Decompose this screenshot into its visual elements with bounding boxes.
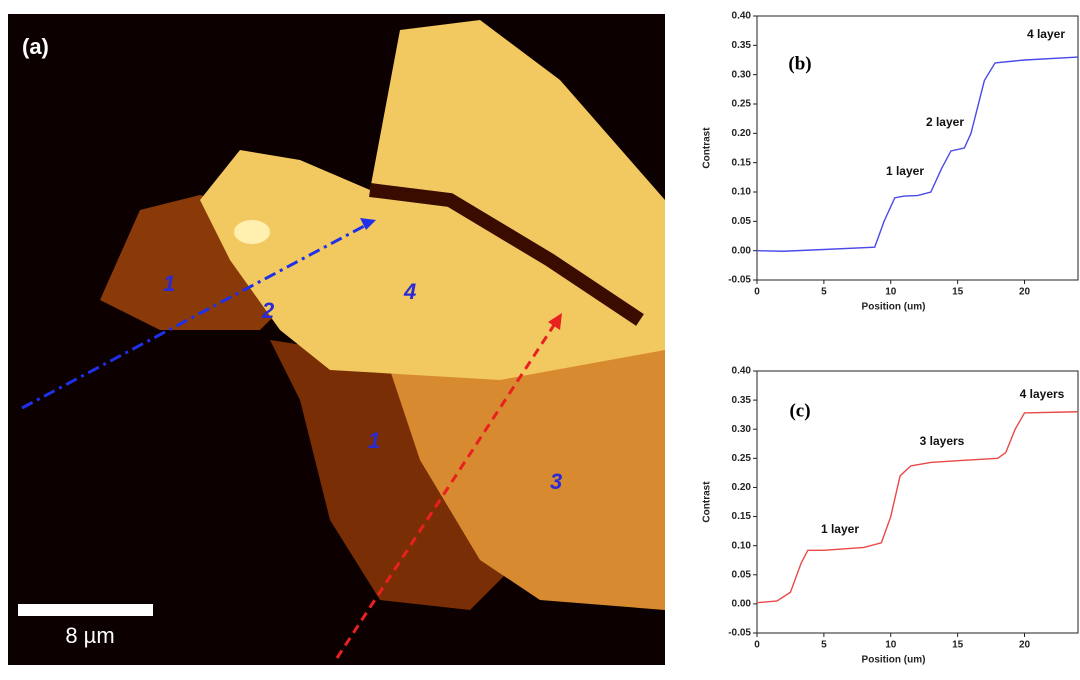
panel-label: (b) [788, 53, 811, 74]
y-tick-label: 0.00 [732, 245, 752, 256]
y-tick-label: 0.05 [732, 216, 752, 227]
annotation: 3 layers [920, 434, 965, 448]
annotation: 4 layers [1020, 387, 1065, 401]
region-label: 3 [550, 469, 562, 494]
data-line [757, 57, 1078, 251]
panel-label: (c) [789, 400, 810, 421]
data-line [757, 412, 1078, 603]
y-axis-label: Contrast [702, 481, 713, 523]
y-tick-label: 0.25 [732, 99, 752, 110]
x-tick-label: 15 [952, 287, 964, 298]
y-tick-label: 0.05 [732, 569, 752, 580]
y-tick-label: 0.35 [732, 40, 752, 51]
region-label: 1 [163, 271, 175, 296]
y-tick-label: 0.00 [732, 599, 752, 610]
annotation: 4 layer [1027, 27, 1065, 41]
figure: (a) 1 2 4 1 3 8 µm -0.05 0.00 0.05 0.10 0.15… [0, 0, 1080, 680]
y-tick-label: 0.35 [732, 395, 752, 406]
annotation: 1 layer [886, 164, 924, 178]
x-tick-label: 5 [821, 640, 827, 651]
x-tick-label: 20 [1019, 287, 1031, 298]
y-tick-label: 0.10 [732, 540, 752, 551]
x-tick-label: 10 [885, 640, 897, 651]
x-tick-label: 15 [952, 640, 964, 651]
x-tick-label: 20 [1019, 640, 1031, 651]
panel-label: (a) [22, 34, 49, 59]
y-tick-label: 0.20 [732, 482, 752, 493]
x-axis-label: Position (um) [862, 655, 926, 666]
region-label: 1 [368, 428, 380, 453]
annotation: 2 layer [926, 115, 964, 129]
x-axis-label: Position (um) [862, 302, 926, 313]
x-tick-label: 0 [754, 287, 760, 298]
y-tick-label: 0.40 [732, 11, 752, 22]
x-tick-label: 5 [821, 287, 827, 298]
x-tick-label: 10 [885, 287, 897, 298]
scale-bar-label: 8 µm [65, 623, 114, 648]
annotation: 1 layer [821, 522, 859, 536]
y-tick-label: 0.15 [732, 511, 752, 522]
y-tick-label: 0.40 [732, 366, 752, 377]
y-axis-label: Contrast [702, 127, 713, 169]
y-tick-label: -0.05 [728, 628, 751, 639]
x-tick-label: 0 [754, 640, 760, 651]
y-tick-label: 0.30 [732, 69, 752, 80]
y-tick-label: 0.25 [732, 453, 752, 464]
y-tick-label: -0.05 [728, 275, 751, 286]
region-label: 2 [261, 298, 275, 323]
micrograph [8, 14, 665, 665]
region-label: 4 [403, 279, 416, 304]
y-tick-label: 0.10 [732, 187, 752, 198]
y-tick-label: 0.20 [732, 128, 752, 139]
y-tick-label: 0.30 [732, 424, 752, 435]
y-tick-label: 0.15 [732, 157, 752, 168]
